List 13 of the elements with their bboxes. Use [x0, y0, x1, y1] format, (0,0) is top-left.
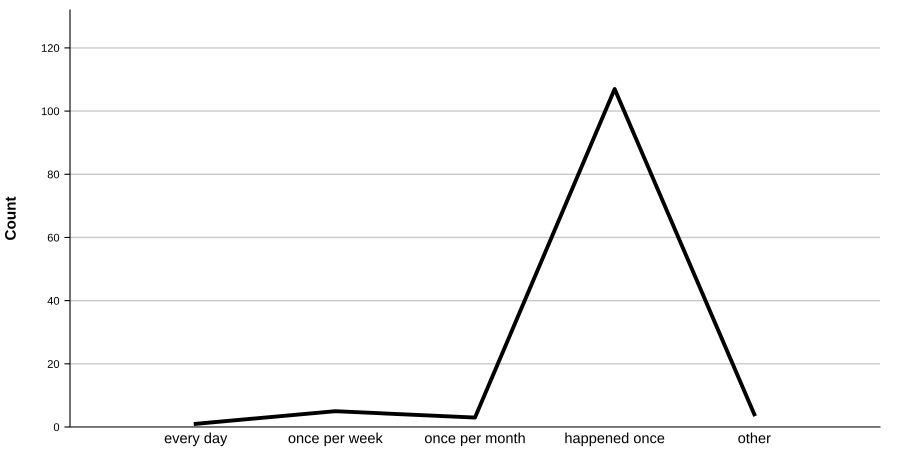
x-tick-label: other [738, 432, 771, 444]
y-tick-label: 80 [48, 170, 60, 178]
y-tick-label: 60 [48, 234, 60, 242]
x-tick-label: happened once [565, 432, 664, 446]
y-tick-label: 20 [48, 360, 60, 368]
x-tick-label: once per month [424, 432, 525, 446]
x-tick-label: every day [164, 432, 228, 446]
y-tick-label: 40 [47, 296, 60, 305]
y-tick-label: 100 [42, 107, 60, 116]
y-tick-label: 0 [54, 423, 60, 432]
x-tick-label: once per week [288, 432, 383, 446]
y-tick-label: 120 [42, 44, 60, 52]
y-axis-title: Count [4, 196, 16, 240]
